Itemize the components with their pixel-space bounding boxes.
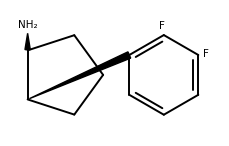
Polygon shape [25,33,30,50]
Text: F: F [203,49,209,59]
Polygon shape [29,52,131,99]
Text: F: F [159,20,165,31]
Text: NH₂: NH₂ [18,20,38,30]
